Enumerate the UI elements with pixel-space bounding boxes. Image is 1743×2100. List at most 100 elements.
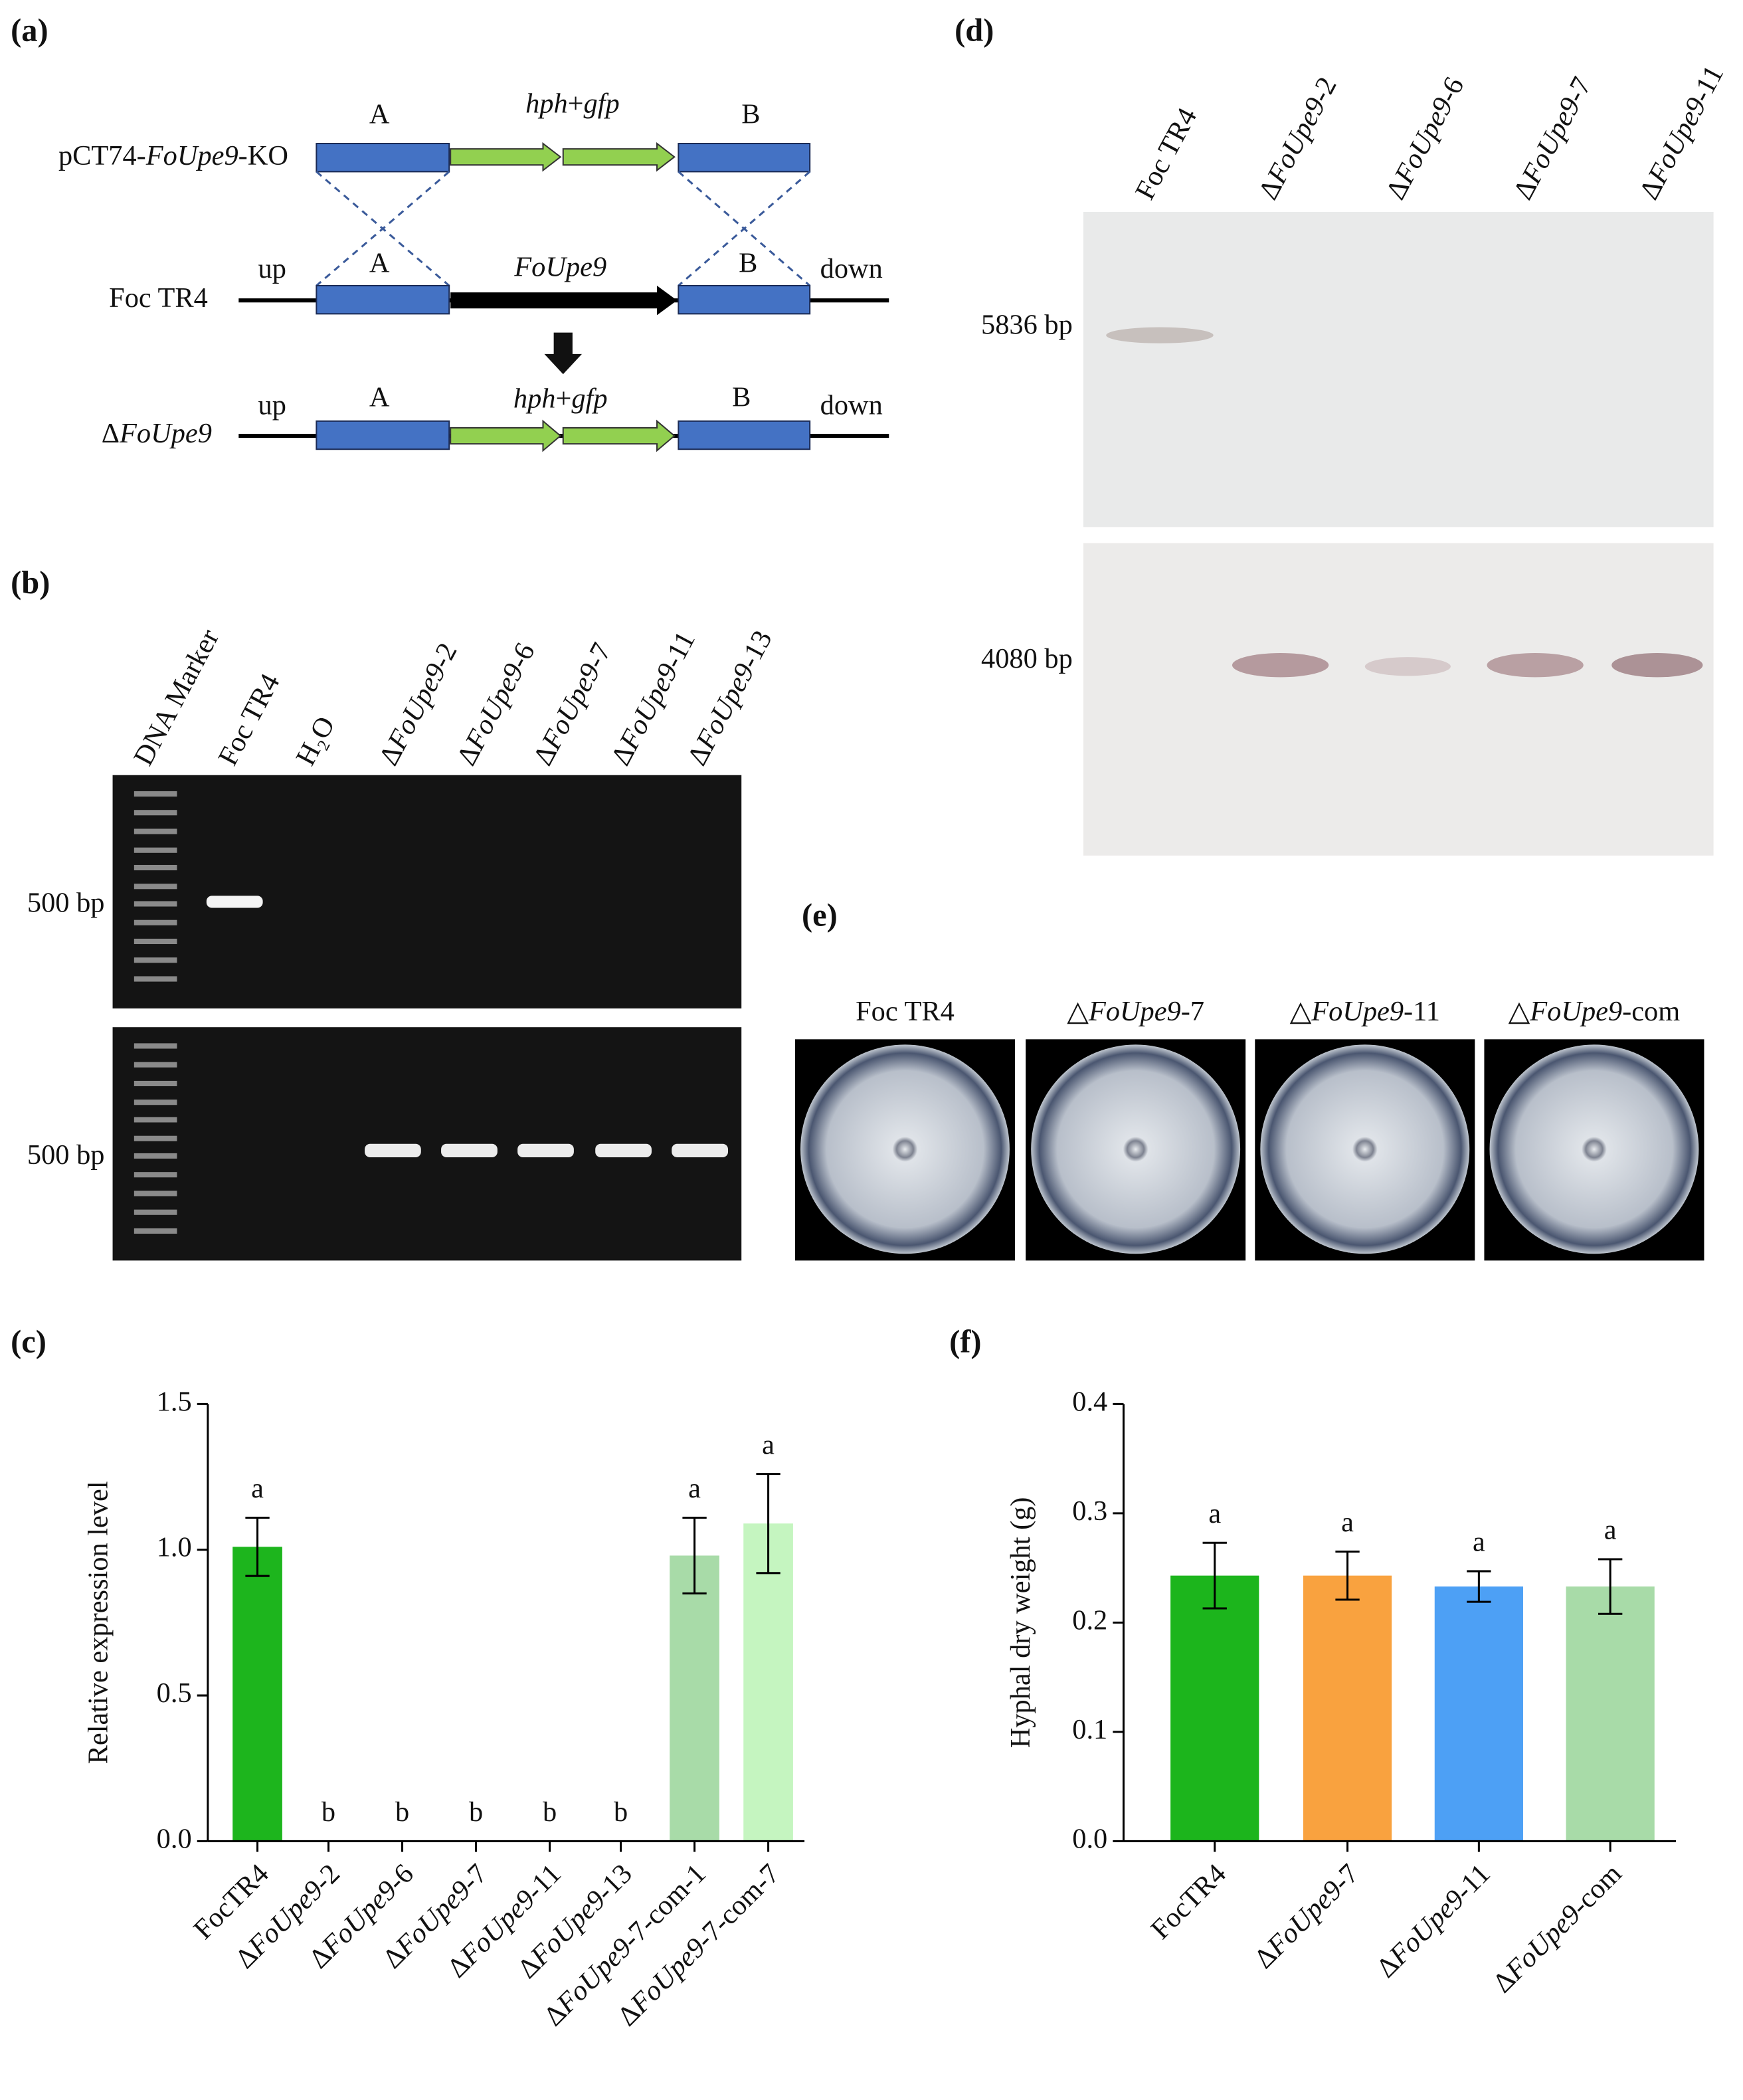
ladder-band — [134, 810, 177, 816]
lane-label: ΔFoUpe9-7 — [1507, 72, 1598, 205]
lane-label: ΔFoUpe9-11 — [1633, 60, 1730, 205]
panel-label: (b) — [11, 565, 50, 601]
ladder-band — [134, 919, 177, 925]
lane-label: Foc TR4 — [212, 668, 286, 770]
y-tick-label: 0.3 — [1072, 1495, 1107, 1527]
flank-label: A — [369, 247, 390, 278]
panel-d: (d) 5836 bp 4080 bp Foc TR4 ΔFoUpe9-2 ΔFoU… — [955, 13, 1730, 856]
cassette-arrow — [450, 419, 562, 452]
lane-label: ΔFoUpe9-7 — [527, 638, 617, 771]
panel-e: (e) Foc TR4 △FoUpe9-7 △FoUpe9-11 △FoUpe9-co… — [794, 898, 1704, 1261]
up-label: up — [258, 389, 286, 421]
plate-label: △FoUpe9-11 — [1290, 996, 1440, 1027]
ladder-band — [134, 957, 177, 963]
x-tick-label: ΔFoUpe9-com — [1487, 1858, 1627, 1998]
y-tick-label: 0.0 — [157, 1823, 192, 1854]
bar — [1170, 1575, 1259, 1842]
y-tick-label: 0.4 — [1072, 1386, 1107, 1417]
plate — [800, 1044, 1010, 1254]
error-bar — [1598, 1558, 1623, 1615]
flank-box — [678, 284, 811, 315]
bar — [1434, 1586, 1523, 1842]
lane-label: H₂O — [290, 712, 341, 771]
panel-a: (a) pCT74-FoUpe9-KO A hph+gfp B Foc TR4 … — [11, 13, 889, 452]
flank-box — [678, 420, 811, 450]
cassette-arrow — [562, 419, 676, 452]
error-bar — [1202, 1541, 1227, 1610]
y-tick-label: 0.0 — [1072, 1823, 1107, 1854]
flank-label: B — [739, 247, 757, 278]
charts: (c) Relative expression level 0.0 0.5 1.0 1.5… — [11, 1325, 1677, 2032]
significance-label: b — [614, 1796, 628, 1828]
cassette-arrow — [450, 142, 562, 172]
panel-label: (e) — [802, 898, 838, 933]
cassette-label: hph+gfp — [513, 383, 608, 414]
significance-label: a — [762, 1429, 775, 1460]
blot — [1083, 543, 1714, 856]
band — [1232, 653, 1329, 678]
lane-label: DNA Marker — [128, 624, 225, 771]
flank-label: A — [369, 98, 390, 130]
error-bar — [1467, 1570, 1491, 1603]
plate-label: △FoUpe9-com — [1509, 996, 1681, 1027]
flank-box — [316, 143, 450, 173]
down-label: down — [820, 252, 883, 284]
flank-box — [678, 143, 811, 173]
plate-label: △FoUpe9-7 — [1067, 996, 1204, 1027]
band — [206, 896, 263, 908]
significance-label: a — [251, 1473, 264, 1504]
x-tick-label: ΔFoUpe9-11 — [1370, 1858, 1497, 1984]
ladder-band — [134, 1117, 177, 1123]
flank-label: B — [741, 98, 760, 130]
flank-box — [316, 420, 450, 450]
ladder-band — [134, 1228, 177, 1234]
band — [1487, 653, 1584, 678]
panel-label: (c) — [11, 1325, 46, 1360]
y-tick-label: 0.5 — [157, 1677, 192, 1709]
error-bar — [682, 1516, 707, 1595]
ladder-band — [134, 1209, 177, 1215]
band — [365, 1143, 421, 1157]
crossover — [316, 171, 811, 287]
ladder-band — [134, 1062, 177, 1068]
gene-arrow — [450, 285, 678, 316]
y-tick-label: 0.1 — [1072, 1714, 1107, 1745]
panel-label: (a) — [11, 13, 48, 48]
ladder-band — [134, 1153, 177, 1159]
significance-label: b — [395, 1796, 409, 1828]
plate — [1489, 1044, 1699, 1254]
ladder-band — [134, 864, 177, 871]
construct-label: pCT74-FoUpe9-KO — [58, 140, 288, 171]
ladder-band — [134, 847, 177, 853]
bar — [232, 1547, 282, 1842]
significance-label: a — [1341, 1507, 1354, 1538]
gel — [112, 775, 742, 1008]
flank-box — [316, 284, 450, 315]
ladder-band — [134, 1080, 177, 1086]
significance-label: a — [688, 1473, 701, 1504]
x-tick-label: FocTR4 — [1145, 1858, 1232, 1945]
bar — [1303, 1575, 1392, 1842]
up-label: up — [258, 252, 286, 284]
y-tick-label: 1.0 — [157, 1531, 192, 1563]
error-bar — [1335, 1550, 1360, 1601]
ladder-band — [134, 1099, 177, 1105]
y-axis-label: Relative expression level — [82, 1481, 114, 1764]
y-tick-label: 1.5 — [157, 1386, 192, 1417]
band — [1106, 327, 1214, 343]
plate — [1260, 1044, 1470, 1254]
size-label: 4080 bp — [981, 643, 1073, 674]
ladder-band — [134, 884, 177, 890]
significance-label: b — [321, 1796, 335, 1828]
down-arrow — [544, 332, 583, 375]
band — [672, 1143, 729, 1157]
lane-label: ΔFoUpe9-6 — [450, 638, 541, 771]
strain-label: ΔFoUpe9 — [102, 418, 212, 449]
band — [1611, 653, 1703, 678]
gel — [112, 1027, 742, 1261]
y-tick-label: 0.2 — [1072, 1604, 1107, 1636]
ladder-band — [134, 828, 177, 834]
ladder-band — [134, 976, 177, 982]
size-label: 5836 bp — [981, 309, 1073, 340]
